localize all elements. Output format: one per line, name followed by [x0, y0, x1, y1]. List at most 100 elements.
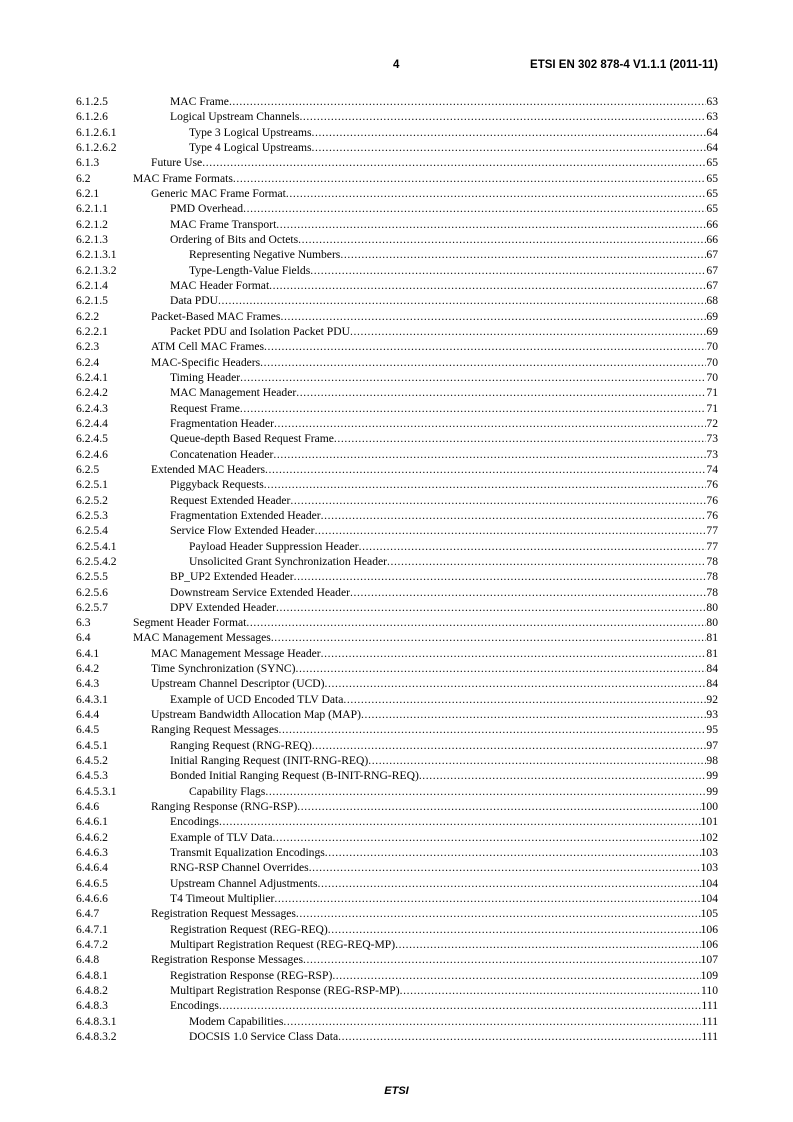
toc-entry-page: 63 — [706, 95, 718, 108]
toc-entry-number: 6.2.4 — [76, 355, 100, 369]
toc-entry[interactable]: 6.1.2.5 MAC Frame........................… — [76, 94, 718, 109]
toc-entry[interactable]: 6.2.2.1 Packet PDU and Isolation Packet P… — [76, 324, 718, 339]
toc-entry[interactable]: 6.2.4.1 Timing Header....................… — [76, 370, 718, 385]
toc-entry[interactable]: 6.4.1 MAC Management Message Header......… — [76, 646, 718, 661]
toc-entry[interactable]: 6.2.4 MAC-Specific Headers...............… — [76, 355, 718, 370]
toc-entry-line: Request Frame...........................… — [170, 401, 718, 416]
toc-entry-line: Request Extended Header.................… — [170, 493, 718, 508]
toc-entry-number: 6.2.2 — [76, 309, 100, 323]
toc-entry[interactable]: 6.2.5.3 Fragmentation Extended Header....… — [76, 508, 718, 523]
toc-entry[interactable]: 6.2 MAC Frame Formats....................… — [76, 171, 718, 186]
toc-entry-number: 6.4.6.5 — [76, 876, 108, 890]
toc-entry[interactable]: 6.4.5 Ranging Request Messages...........… — [76, 722, 718, 737]
toc-entry[interactable]: 6.2.4.5 Queue-depth Based Request Frame..… — [76, 431, 718, 446]
toc-entry-title: MAC Management Header — [170, 386, 297, 400]
toc-entry-page: 65 — [706, 186, 718, 200]
toc-entry-title: Packet PDU and Isolation Packet PDU — [170, 324, 350, 338]
toc-entry[interactable]: 6.4.8.3.2 DOCSIS 1.0 Service Class Data..… — [76, 1029, 718, 1044]
toc-entry[interactable]: 6.2.5.5 BP_UP2 Extended Header...........… — [76, 569, 718, 584]
toc-entry[interactable]: 6.4.6.6 T4 Timeout Multiplier............… — [76, 891, 718, 906]
toc-entry[interactable]: 6.3 Segment Header Format................… — [76, 615, 718, 630]
toc-entry[interactable]: 6.2.1.2 MAC Frame Transport..............… — [76, 217, 718, 232]
toc-entry[interactable]: 6.4.2 Time Synchronization (SYNC)........… — [76, 661, 718, 676]
toc-entry[interactable]: 6.4.8.1 Registration Response (REG-RSP)..… — [76, 968, 718, 983]
toc-entry[interactable]: 6.2.5.4.1 Payload Header Suppression Head… — [76, 539, 718, 554]
toc-entry[interactable]: 6.4.6.3 Transmit Equalization Encodings..… — [76, 845, 718, 860]
toc-entry[interactable]: 6.4.8 Registration Response Messages.....… — [76, 952, 718, 967]
toc-entry[interactable]: 6.4.4 Upstream Bandwidth Allocation Map (… — [76, 707, 718, 722]
toc-entry-page: 103 — [700, 861, 718, 875]
toc-entry[interactable]: 6.4.5.3 Bonded Initial Ranging Request (B… — [76, 768, 718, 783]
toc-entry[interactable]: 6.1.2.6.2 Type 4 Logical Upstreams.......… — [76, 140, 718, 155]
toc-entry[interactable]: 6.2.5.1 Piggyback Requests...............… — [76, 477, 718, 492]
toc-entry-title: Upstream Channel Descriptor (UCD) — [151, 677, 325, 691]
toc-entry-title: Upstream Bandwidth Allocation Map (MAP) — [151, 708, 361, 722]
toc-entry[interactable]: 6.2.5.6 Downstream Service Extended Heade… — [76, 585, 718, 600]
dot-leader: ........................................… — [280, 309, 706, 323]
toc-entry[interactable]: 6.4.5.2 Initial Ranging Request (INIT-RNG… — [76, 753, 718, 768]
toc-entry-number: 6.4.6.4 — [76, 861, 108, 875]
toc-entry-title: MAC Header Format — [170, 278, 270, 292]
toc-entry[interactable]: 6.4.7.1 Registration Request (REG-REQ)...… — [76, 922, 718, 937]
toc-entry-page: 70 — [706, 370, 718, 384]
toc-entry-page: 77 — [706, 524, 718, 538]
toc-entry-page: 71 — [706, 386, 718, 400]
toc-entry-line: MAC Management Message Header...........… — [151, 646, 718, 661]
dot-leader: ........................................… — [243, 202, 706, 216]
toc-entry[interactable]: 6.4.8.3.1 Modem Capabilities.............… — [76, 1014, 718, 1029]
toc-entry[interactable]: 6.4.3 Upstream Channel Descriptor (UCD)..… — [76, 676, 718, 691]
toc-entry[interactable]: 6.2.5.4.2 Unsolicited Grant Synchronizati… — [76, 554, 718, 569]
toc-entry[interactable]: 6.2.5.2 Request Extended Header..........… — [76, 493, 718, 508]
toc-entry-page: 97 — [706, 738, 718, 752]
toc-entry[interactable]: 6.2.4.2 MAC Management Header............… — [76, 385, 718, 400]
toc-entry[interactable]: 6.1.3 Future Use.........................… — [76, 155, 718, 170]
toc-entry[interactable]: 6.2.2 Packet-Based MAC Frames............… — [76, 309, 718, 324]
toc-entry-page: 70 — [706, 355, 718, 369]
toc-entry-number: 6.4.5.1 — [76, 738, 108, 752]
toc-entry-page: 81 — [706, 631, 718, 645]
toc-entry[interactable]: 6.2.1.3.2 Type-Length-Value Fields.......… — [76, 263, 718, 278]
toc-entry-number: 6.4.3 — [76, 677, 100, 691]
toc-entry[interactable]: 6.2.5 Extended MAC Headers...............… — [76, 462, 718, 477]
toc-entry[interactable]: 6.2.3 ATM Cell MAC Frames................… — [76, 339, 718, 354]
toc-entry[interactable]: 6.4.8.2 Multipart Registration Response (… — [76, 983, 718, 998]
toc-entry[interactable]: 6.2.1.5 Data PDU.........................… — [76, 293, 718, 308]
toc-entry[interactable]: 6.2.5.7 DPV Extended Header..............… — [76, 600, 718, 615]
toc-entry[interactable]: 6.2.1.1 PMD Overhead.....................… — [76, 201, 718, 216]
toc-entry[interactable]: 6.4 MAC Management Messages..............… — [76, 630, 718, 645]
toc-entry[interactable]: 6.2.4.4 Fragmentation Header.............… — [76, 416, 718, 431]
toc-entry-page: 69 — [706, 309, 718, 323]
toc-entry[interactable]: 6.2.1.3.1 Representing Negative Numbers..… — [76, 247, 718, 262]
toc-entry[interactable]: 6.4.6.2 Example of TLV Data..............… — [76, 830, 718, 845]
toc-entry-title: ATM Cell MAC Frames — [151, 340, 265, 354]
toc-entry[interactable]: 6.4.7 Registration Request Messages......… — [76, 906, 718, 921]
toc-entry-number: 6.4.3.1 — [76, 692, 108, 706]
toc-entry[interactable]: 6.4.5.1 Ranging Request (RNG-REQ)........… — [76, 738, 718, 753]
toc-entry-title: Fragmentation Header — [170, 416, 274, 430]
toc-entry-page: 65 — [706, 171, 718, 185]
toc-entry-line: RNG-RSP Channel Overrides...............… — [170, 860, 718, 875]
dot-leader: ........................................… — [308, 861, 701, 875]
toc-entry-page: 77 — [706, 539, 718, 553]
toc-entry-page: 98 — [706, 754, 718, 768]
toc-entry[interactable]: 6.4.5.3.1 Capability Flags...............… — [76, 784, 718, 799]
toc-entry[interactable]: 6.2.1.3 Ordering of Bits and Octets......… — [76, 232, 718, 247]
toc-entry[interactable]: 6.2.5.4 Service Flow Extended Header.....… — [76, 523, 718, 538]
toc-entry-number: 6.4.1 — [76, 646, 100, 660]
toc-entry[interactable]: 6.4.6.1 Encodings........................… — [76, 814, 718, 829]
toc-entry[interactable]: 6.4.8.3 Encodings........................… — [76, 998, 718, 1013]
toc-entry[interactable]: 6.2.1 Generic MAC Frame Format...........… — [76, 186, 718, 201]
toc-entry[interactable]: 6.4.3.1 Example of UCD Encoded TLV Data..… — [76, 692, 718, 707]
toc-entry[interactable]: 6.1.2.6 Logical Upstream Channels........… — [76, 109, 718, 124]
toc-entry-page: 104 — [700, 892, 718, 906]
toc-entry[interactable]: 6.2.4.3 Request Frame....................… — [76, 401, 718, 416]
toc-entry[interactable]: 6.4.7.2 Multipart Registration Request (R… — [76, 937, 718, 952]
toc-entry-number: 6.4.5.3.1 — [76, 784, 117, 798]
toc-entry[interactable]: 6.4.6.5 Upstream Channel Adjustments.....… — [76, 876, 718, 891]
toc-entry[interactable]: 6.4.6 Ranging Response (RNG-RSP).........… — [76, 799, 718, 814]
toc-entry[interactable]: 6.1.2.6.1 Type 3 Logical Upstreams.......… — [76, 125, 718, 140]
toc-entry[interactable]: 6.2.4.6 Concatenation Header.............… — [76, 447, 718, 462]
toc-entry-number: 6.4.7.2 — [76, 938, 108, 952]
toc-entry[interactable]: 6.4.6.4 RNG-RSP Channel Overrides........… — [76, 860, 718, 875]
toc-entry[interactable]: 6.2.1.4 MAC Header Format................… — [76, 278, 718, 293]
